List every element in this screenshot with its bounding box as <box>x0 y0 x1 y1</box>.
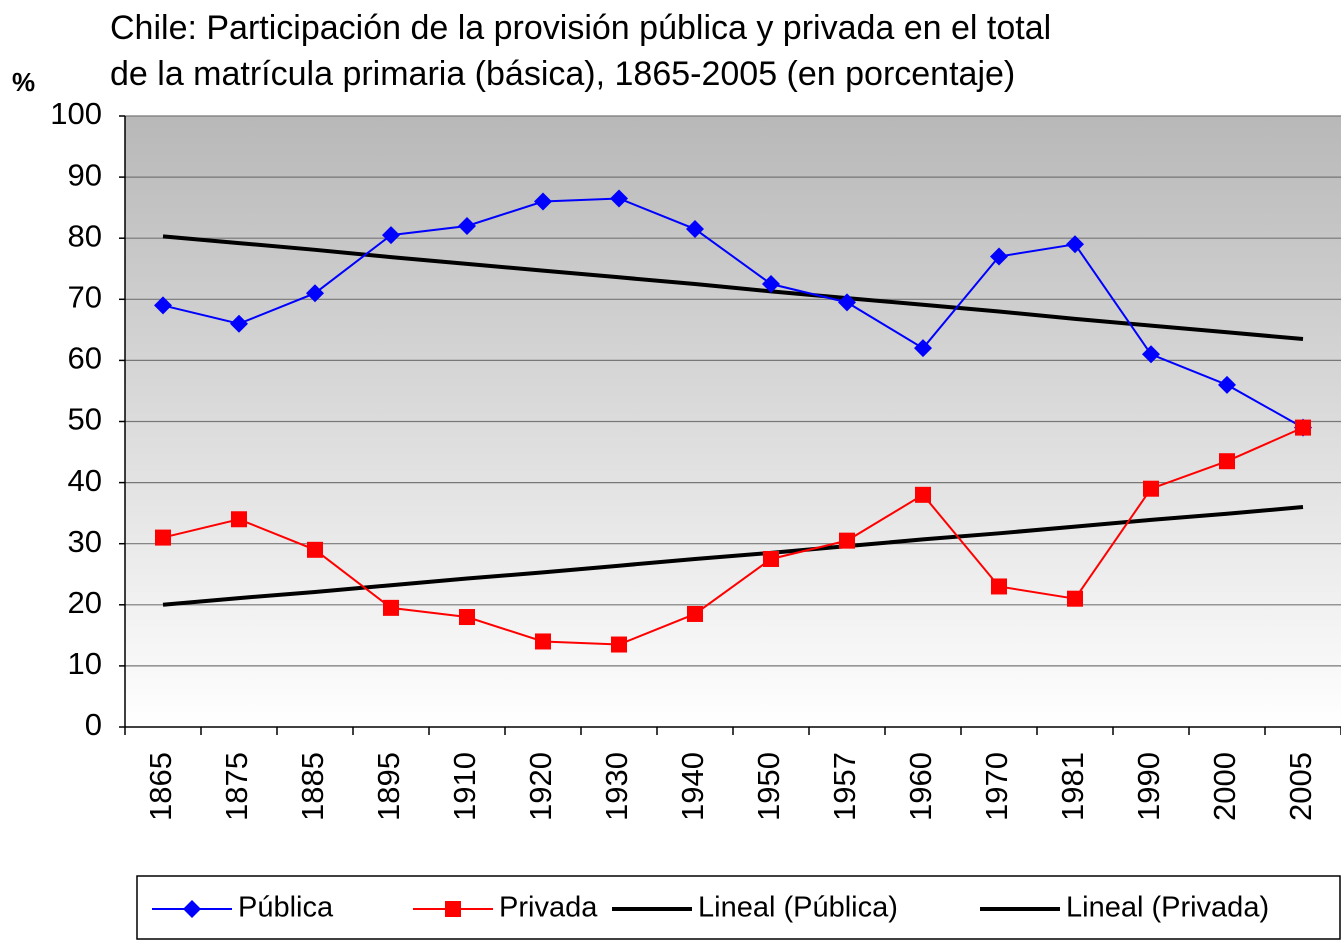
point-marker <box>686 220 704 239</box>
legend-label: Pública <box>238 892 334 924</box>
y-tick-label: 10 <box>68 646 102 681</box>
legend-label: Privada <box>499 892 598 924</box>
series-line <box>162 426 1304 646</box>
point-marker <box>1219 453 1235 470</box>
y-tick-label: 0 <box>85 707 102 742</box>
y-tick-label: 60 <box>68 341 102 376</box>
point-marker <box>306 284 324 303</box>
x-tick-label: 1950 <box>751 752 786 821</box>
point-marker <box>1142 345 1160 364</box>
point-marker <box>611 636 627 653</box>
legend <box>136 875 1341 940</box>
point-marker <box>445 901 461 917</box>
point-marker <box>231 511 247 528</box>
x-tick-label: 1940 <box>675 752 710 821</box>
point-marker <box>610 189 628 208</box>
y-tick-label: 40 <box>68 463 102 498</box>
series-line <box>162 197 1304 429</box>
point-marker <box>991 578 1007 595</box>
y-tick-label: 50 <box>68 402 102 437</box>
legend-label: Lineal (Privada) <box>1066 892 1269 924</box>
point-marker <box>1066 235 1084 254</box>
x-tick-label: 1970 <box>979 752 1014 821</box>
point-marker <box>1067 590 1083 607</box>
point-marker <box>1295 419 1311 436</box>
point-marker <box>230 314 248 333</box>
point-marker <box>915 486 931 503</box>
point-marker <box>762 275 780 294</box>
y-tick-label: 100 <box>50 96 102 131</box>
x-tick-label: 1865 <box>143 752 178 821</box>
y-tick-label: 80 <box>68 218 102 253</box>
point-marker <box>458 216 476 235</box>
x-tick-label: 1981 <box>1055 752 1090 821</box>
point-marker <box>183 900 201 918</box>
x-tick-label: 2005 <box>1283 752 1318 821</box>
chart-title: de la matrícula primaria (básica), 1865-… <box>110 55 1015 93</box>
point-marker <box>839 532 855 549</box>
point-marker <box>1143 480 1159 497</box>
point-marker <box>459 609 475 626</box>
x-tick-label: 1910 <box>447 752 482 821</box>
x-tick-label: 1957 <box>827 752 862 821</box>
point-marker <box>687 605 703 622</box>
y-tick-label: 30 <box>68 524 102 559</box>
point-marker <box>383 599 399 616</box>
x-tick-label: 1920 <box>523 752 558 821</box>
x-tick-label: 2000 <box>1207 752 1242 821</box>
point-marker <box>1218 375 1236 394</box>
y-tick-label: 90 <box>68 157 102 192</box>
point-marker <box>155 529 171 546</box>
point-marker <box>382 226 400 245</box>
point-marker <box>154 296 172 315</box>
y-tick-label: 20 <box>68 585 102 620</box>
trend-line <box>162 505 1304 607</box>
point-marker <box>838 293 856 312</box>
x-tick-label: 1885 <box>295 752 330 821</box>
point-marker <box>534 192 552 211</box>
legend-label: Lineal (Pública) <box>698 892 898 924</box>
chart-title: Chile: Participación de la provisión púb… <box>110 9 1051 47</box>
y-tick-label: 70 <box>68 279 102 314</box>
x-tick-label: 1895 <box>371 752 406 821</box>
trend-line <box>162 234 1304 342</box>
x-tick-label: 1875 <box>219 752 254 821</box>
y-axis-label: % <box>12 67 35 97</box>
point-marker <box>763 550 779 567</box>
x-tick-label: 1990 <box>1131 752 1166 821</box>
x-tick-label: 1930 <box>599 752 634 821</box>
point-marker <box>914 339 932 358</box>
x-tick-label: 1960 <box>903 752 938 821</box>
point-marker <box>990 247 1008 266</box>
point-marker <box>535 633 551 650</box>
point-marker <box>307 541 323 558</box>
